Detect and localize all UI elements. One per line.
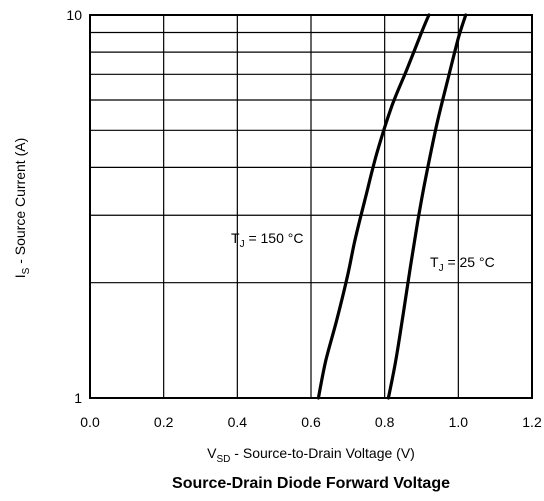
x-tick-label: 0.8 (375, 414, 395, 430)
x-tick-label: 1.0 (449, 414, 469, 430)
y-tick-labels: 1 10 (66, 7, 82, 406)
chart-title: Source-Drain Diode Forward Voltage (172, 475, 450, 492)
plot-frame (89, 14, 533, 399)
y-axis-label: IS - Source Current (A) (12, 138, 32, 279)
x-tick-label: 0.6 (301, 414, 321, 430)
series-label-tj-150: TJ = 150 °C (231, 230, 303, 250)
series-label-tj-25: TJ = 25 °C (430, 254, 495, 274)
y-tick-label: 10 (66, 7, 82, 23)
grid (90, 15, 532, 398)
x-tick-label: 0.4 (228, 414, 248, 430)
series-line-tj-150 (316, 13, 431, 400)
x-axis-label: VSD - Source-to-Drain Voltage (V) (207, 445, 415, 465)
y-tick-label: 1 (74, 390, 82, 406)
series-line-tj-25 (386, 13, 468, 400)
x-tick-label: 0.2 (154, 414, 174, 430)
x-tick-label: 1.2 (522, 414, 542, 430)
series-layer (316, 13, 468, 400)
x-tick-label: 0.0 (80, 414, 100, 430)
x-tick-labels: 0.0 0.2 0.4 0.6 0.8 1.0 1.2 (80, 414, 542, 430)
